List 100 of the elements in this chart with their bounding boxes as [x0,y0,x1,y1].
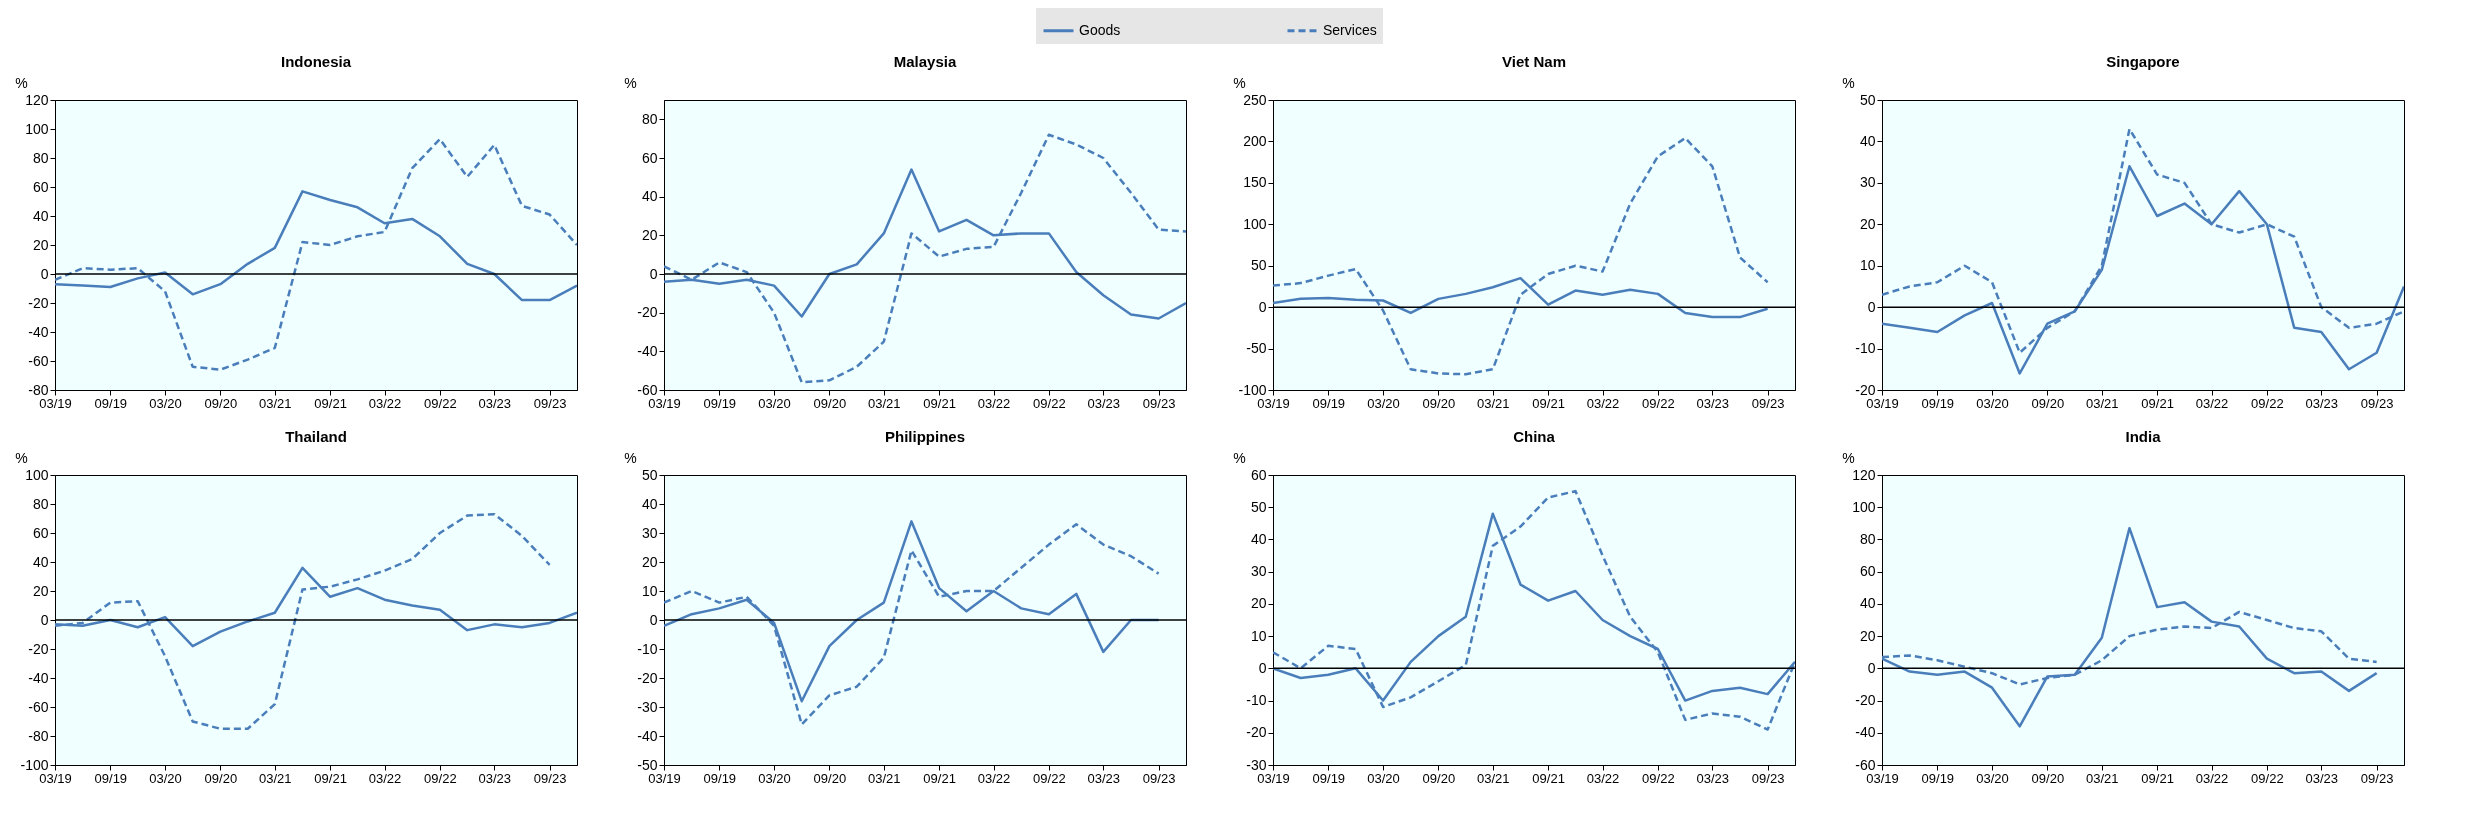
x-tick-label: 09/22 [2251,770,2284,786]
x-tick-label: 03/23 [1087,770,1121,786]
x-tick-label: 09/20 [1422,770,1456,786]
x-tick-label: 03/19 [648,770,681,786]
y-axis-title: % [1233,74,1246,91]
x-tick-label: 09/21 [314,395,347,411]
chart-title: China [1513,428,1556,445]
y-tick-label: -10 [1246,692,1267,709]
y-tick-label: 40 [1859,132,1876,149]
x-tick-label: 09/19 [1921,770,1955,786]
y-tick-label: 60 [32,524,49,541]
x-tick-label: 03/23 [2305,395,2339,411]
chart-title: Malaysia [893,53,957,70]
x-tick-label: 09/23 [1751,395,1785,411]
y-axis-title: % [1842,449,1855,466]
x-tick-label: 03/21 [1477,770,1510,786]
x-tick-label: 09/20 [2031,770,2065,786]
y-tick-label: 0 [1258,298,1267,315]
y-tick-label: 150 [1243,174,1267,191]
y-tick-label: -60 [1855,756,1876,773]
y-tick-label: 20 [641,226,658,243]
x-tick-label: 09/20 [2031,395,2065,411]
x-tick-label: 09/22 [2251,395,2284,411]
x-tick-label: 09/21 [2141,395,2174,411]
x-tick-label: 09/23 [1142,395,1176,411]
y-tick-label: -10 [637,640,658,657]
y-tick-label: 40 [32,553,49,570]
x-tick-label: 09/19 [1921,395,1955,411]
y-tick-label: 0 [1867,659,1876,676]
x-tick-label: 03/21 [2086,770,2119,786]
y-tick-label: 60 [1250,466,1267,483]
x-tick-label: 03/22 [977,395,1011,411]
x-tick-label: 03/22 [2195,770,2229,786]
x-tick-label: 09/22 [1642,395,1675,411]
y-tick-label: 0 [649,611,658,628]
y-tick-label: 120 [25,91,49,108]
chart-title: Philippines [884,428,966,445]
y-tick-label: 60 [1859,563,1876,580]
x-tick-label: 09/20 [204,770,238,786]
y-tick-label: -100 [1238,381,1267,398]
y-tick-label: 20 [1250,595,1267,612]
x-tick-label: 03/21 [259,770,292,786]
x-tick-label: 09/23 [2360,770,2394,786]
x-tick-label: 03/22 [368,395,402,411]
chart-title: Thailand [285,428,347,445]
x-tick-label: 09/20 [813,395,847,411]
y-tick-label: 40 [32,207,49,224]
y-tick-label: 0 [1258,659,1267,676]
line-series [1273,136,1769,376]
y-tick-label: -80 [28,381,49,398]
x-tick-label: 03/23 [478,395,512,411]
x-tick-label: 03/23 [478,770,512,786]
y-tick-label: 20 [32,236,49,253]
x-tick-label: 03/21 [2086,395,2119,411]
y-tick-label: 100 [25,466,49,483]
y-tick-label: 250 [1243,91,1267,108]
y-tick-label: 100 [1243,215,1267,232]
x-tick-label: 03/23 [1696,395,1730,411]
x-tick-label: 03/23 [1696,770,1730,786]
x-tick-label: 03/20 [1367,395,1400,411]
x-tick-label: 03/19 [1257,395,1290,411]
y-tick-label: 50 [1859,91,1876,108]
x-tick-label: 09/21 [314,770,347,786]
y-tick-label: -20 [637,669,658,686]
y-tick-label: -20 [1855,381,1876,398]
legend-label: Services [1323,21,1377,38]
x-tick-label: 09/21 [2141,770,2174,786]
y-tick-label: 10 [1859,257,1876,274]
y-tick-label: 200 [1243,132,1267,149]
y-tick-label: -30 [637,698,658,715]
y-tick-label: -50 [637,756,658,773]
x-tick-label: 03/19 [1257,770,1290,786]
y-tick-label: 80 [1859,530,1876,547]
x-tick-label: 09/21 [1532,395,1565,411]
y-tick-label: 20 [1859,215,1876,232]
y-axis-title: % [1233,449,1246,466]
y-tick-label: -60 [28,698,49,715]
y-tick-label: -30 [1246,756,1267,773]
x-tick-label: 03/20 [758,770,791,786]
y-tick-label: 0 [1867,298,1876,315]
x-tick-label: 03/22 [1586,395,1620,411]
x-tick-label: 09/19 [1312,770,1346,786]
y-tick-label: -40 [28,323,49,340]
x-tick-label: 09/22 [1033,770,1066,786]
x-tick-label: 03/22 [1586,770,1620,786]
x-tick-label: 03/19 [648,395,681,411]
y-axis-title: % [15,74,28,91]
y-tick-label: 50 [1250,498,1267,515]
x-tick-label: 03/20 [149,395,182,411]
x-tick-label: 09/21 [1532,770,1565,786]
x-tick-label: 03/23 [1087,395,1121,411]
x-tick-label: 03/20 [149,770,182,786]
chart-title: Viet Nam [1502,53,1566,70]
x-tick-label: 09/20 [813,770,847,786]
x-tick-label: 09/23 [2360,395,2394,411]
y-tick-label: -40 [1855,724,1876,741]
y-tick-label: 40 [641,188,658,205]
y-tick-label: 10 [1250,627,1267,644]
x-tick-label: 09/22 [424,770,457,786]
x-tick-label: 09/19 [94,770,128,786]
